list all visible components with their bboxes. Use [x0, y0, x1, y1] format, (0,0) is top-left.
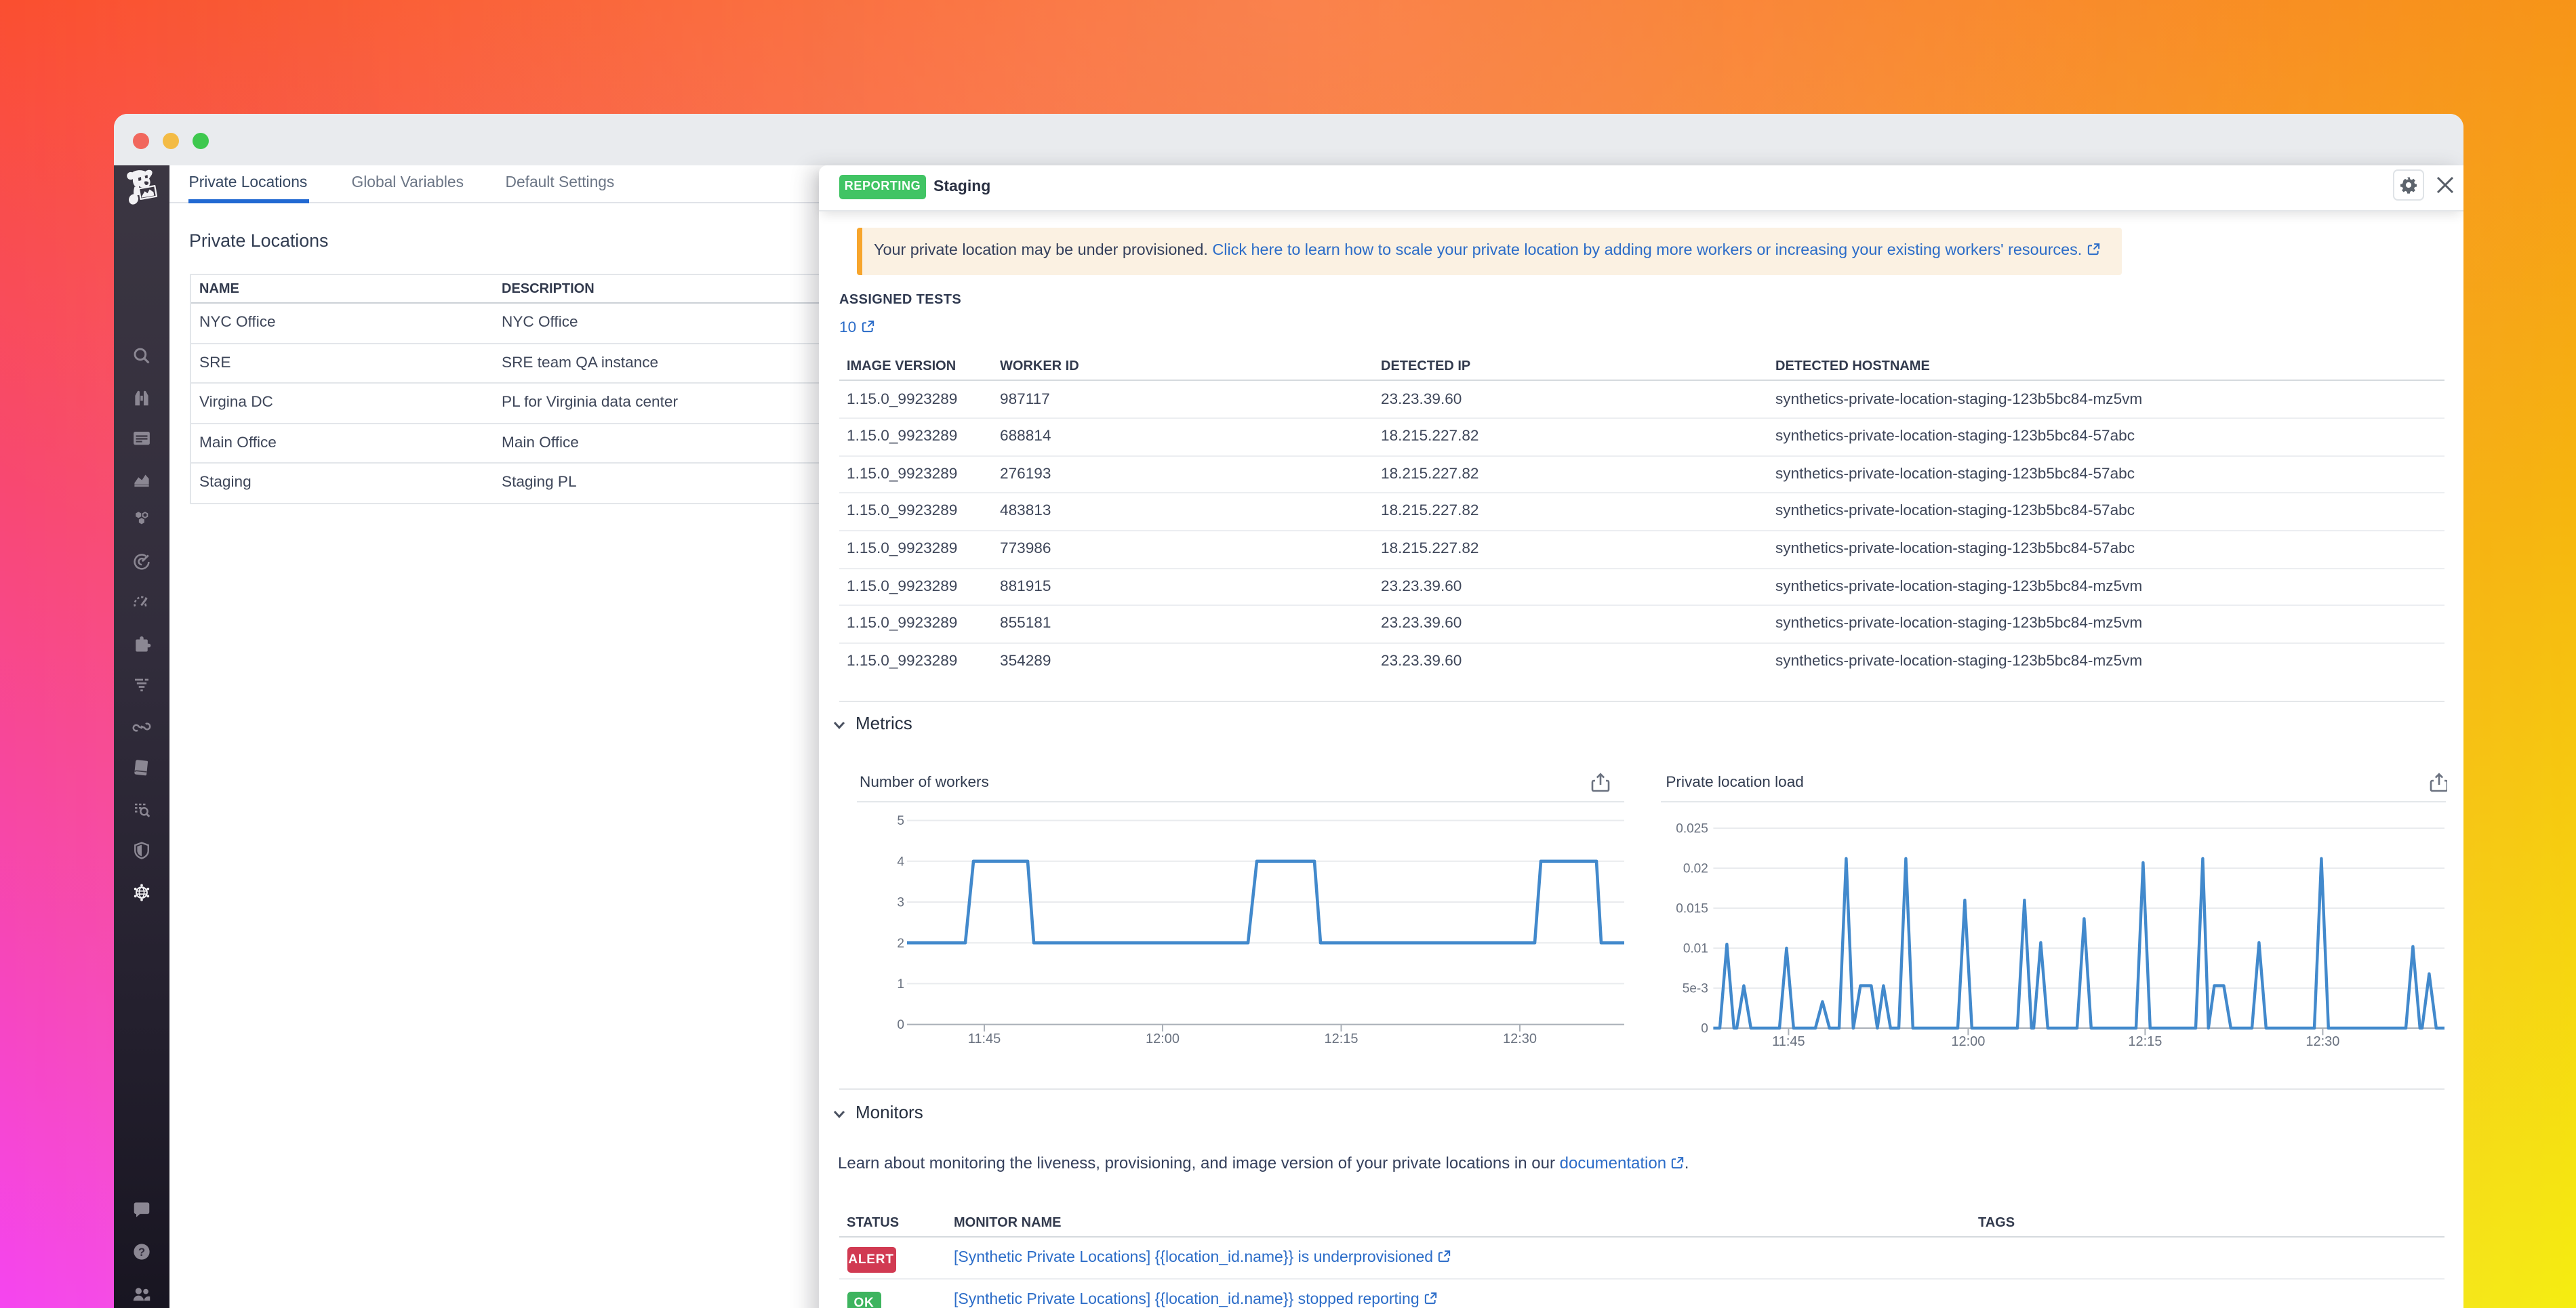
- svg-text:3: 3: [896, 896, 904, 910]
- svg-text:0.015: 0.015: [1676, 902, 1708, 916]
- svg-text:12:30: 12:30: [1502, 1031, 1536, 1046]
- svg-text:12:00: 12:00: [1951, 1034, 1985, 1049]
- svg-text:0.025: 0.025: [1676, 822, 1708, 836]
- svg-text:12:00: 12:00: [1145, 1031, 1179, 1046]
- svg-text:Number of workers: Number of workers: [859, 773, 988, 790]
- svg-text:0: 0: [1701, 1022, 1708, 1036]
- svg-text:2: 2: [896, 937, 904, 951]
- svg-text:11:45: 11:45: [967, 1031, 1001, 1046]
- svg-text:5e-3: 5e-3: [1682, 982, 1708, 996]
- svg-text:0.01: 0.01: [1683, 942, 1708, 956]
- svg-text:Private location load: Private location load: [1666, 773, 1803, 790]
- svg-text:?: ?: [138, 1245, 145, 1258]
- svg-text:11:45: 11:45: [1772, 1034, 1805, 1049]
- svg-text:12:15: 12:15: [1323, 1031, 1357, 1046]
- svg-text:4: 4: [896, 855, 904, 869]
- svg-text:5: 5: [896, 814, 904, 828]
- svg-text:12:30: 12:30: [2306, 1034, 2339, 1049]
- svg-text:1: 1: [896, 977, 904, 992]
- svg-text:12:15: 12:15: [2128, 1034, 2162, 1049]
- svg-text:0.02: 0.02: [1683, 862, 1708, 876]
- svg-text:0: 0: [896, 1018, 904, 1032]
